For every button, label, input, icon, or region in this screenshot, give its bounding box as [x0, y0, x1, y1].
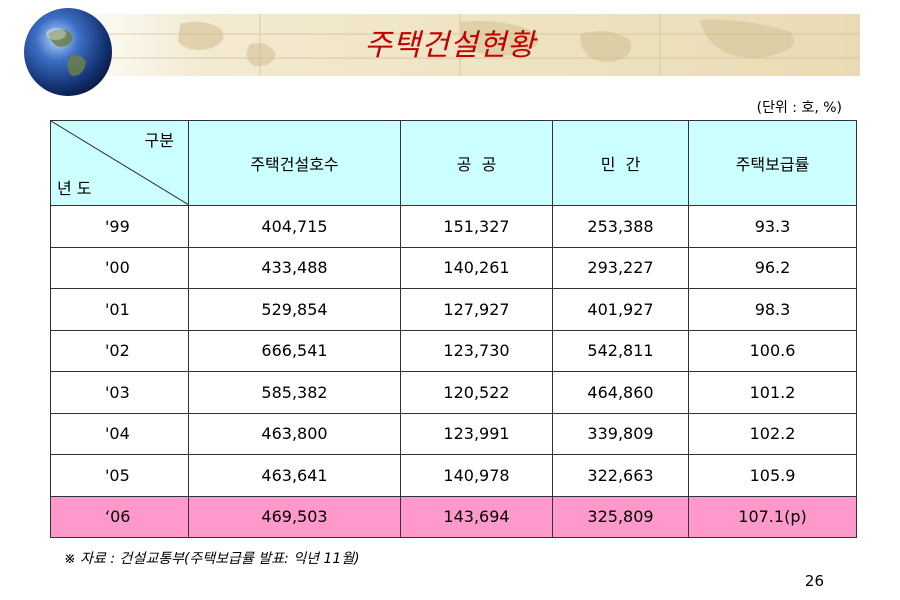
title-banner — [60, 14, 860, 76]
year-cell: '99 — [50, 205, 189, 248]
year-cell: '04 — [50, 412, 189, 455]
value-cell: 463,641 — [188, 454, 401, 497]
diagonal-divider — [51, 121, 189, 205]
table-row: '04 463,800 123,991 339,809 102.2 — [50, 412, 857, 455]
year-cell: '01 — [50, 288, 189, 331]
value-cell: 107.1(p) — [688, 495, 857, 538]
world-map-background — [60, 14, 860, 76]
table-row: '05 463,641 140,978 322,663 105.9 — [50, 454, 857, 497]
value-cell: 404,715 — [188, 205, 401, 248]
table-row: '00 433,488 140,261 293,227 96.2 — [50, 246, 857, 289]
value-cell: 401,927 — [552, 288, 689, 331]
value-cell: 123,991 — [400, 412, 553, 455]
year-cell: '05 — [50, 454, 189, 497]
value-cell: 140,261 — [400, 246, 553, 289]
column-header: 민 간 — [552, 120, 689, 206]
corner-label-year: 년 도 — [57, 179, 92, 198]
page-number: 26 — [804, 572, 824, 590]
year-cell: ‘06 — [50, 495, 189, 538]
year-cell: '03 — [50, 371, 189, 414]
globe-icon — [20, 4, 116, 100]
value-cell: 463,800 — [188, 412, 401, 455]
value-cell: 120,522 — [400, 371, 553, 414]
table-row: '02 666,541 123,730 542,811 100.6 — [50, 329, 857, 372]
year-cell: '00 — [50, 246, 189, 289]
value-cell: 322,663 — [552, 454, 689, 497]
value-cell: 325,809 — [552, 495, 689, 538]
value-cell: 143,694 — [400, 495, 553, 538]
value-cell: 96.2 — [688, 246, 857, 289]
corner-header-cell: 구분 년 도 — [50, 120, 189, 206]
value-cell: 542,811 — [552, 329, 689, 372]
column-header: 공 공 — [400, 120, 553, 206]
page-title: 주택건설현황 — [364, 28, 536, 63]
value-cell: 93.3 — [688, 205, 857, 248]
value-cell: 140,978 — [400, 454, 553, 497]
table-header-row: 구분 년 도 주택건설호수 공 공 민 간 주택보급률 — [50, 120, 857, 206]
value-cell: 469,503 — [188, 495, 401, 538]
value-cell: 464,860 — [552, 371, 689, 414]
value-cell: 102.2 — [688, 412, 857, 455]
value-cell: 585,382 — [188, 371, 401, 414]
value-cell: 101.2 — [688, 371, 857, 414]
value-cell: 105.9 — [688, 454, 857, 497]
table-row: '99 404,715 151,327 253,388 93.3 — [50, 205, 857, 248]
value-cell: 127,927 — [400, 288, 553, 331]
value-cell: 529,854 — [188, 288, 401, 331]
value-cell: 339,809 — [552, 412, 689, 455]
column-header: 주택보급률 — [688, 120, 857, 206]
table-row: '01 529,854 127,927 401,927 98.3 — [50, 288, 857, 331]
value-cell: 100.6 — [688, 329, 857, 372]
value-cell: 151,327 — [400, 205, 553, 248]
table-row-highlighted: ‘06 469,503 143,694 325,809 107.1(p) — [50, 495, 857, 538]
column-header: 주택건설호수 — [188, 120, 401, 206]
value-cell: 253,388 — [552, 205, 689, 248]
year-cell: '02 — [50, 329, 189, 372]
unit-note: (단위 : 호, %) — [756, 100, 842, 116]
value-cell: 98.3 — [688, 288, 857, 331]
value-cell: 666,541 — [188, 329, 401, 372]
source-footnote: ※ 자료 : 건설교통부(주택보급률 발표: 익년 11월) — [64, 551, 360, 567]
table-row: '03 585,382 120,522 464,860 101.2 — [50, 371, 857, 414]
value-cell: 293,227 — [552, 246, 689, 289]
housing-construction-table: 구분 년 도 주택건설호수 공 공 민 간 주택보급률 '99 404,715 … — [50, 120, 857, 538]
value-cell: 123,730 — [400, 329, 553, 372]
value-cell: 433,488 — [188, 246, 401, 289]
corner-label-category: 구분 — [144, 131, 174, 150]
